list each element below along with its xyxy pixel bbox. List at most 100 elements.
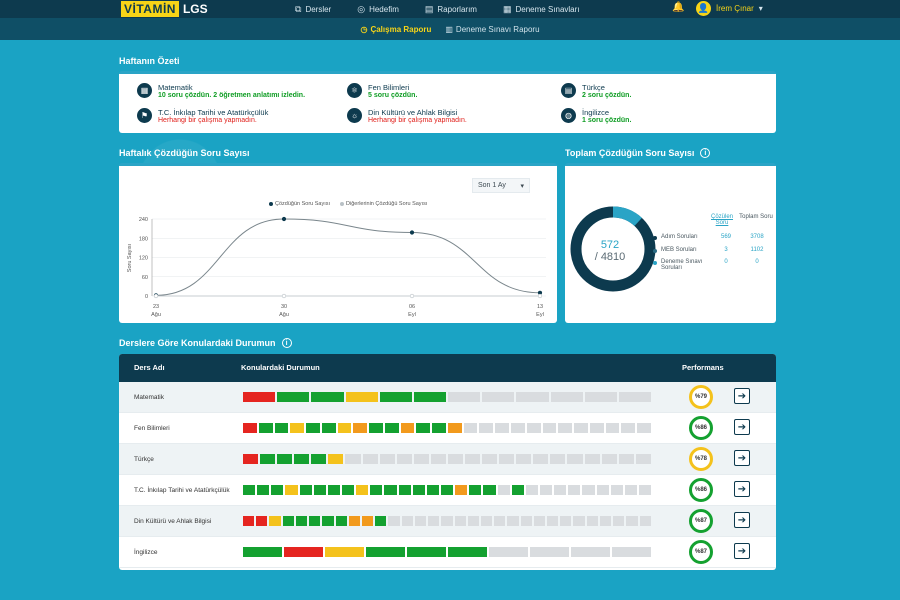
subject-status: 1 soru çözdün. — [582, 117, 632, 124]
arrow-right-icon[interactable]: ➔ — [734, 388, 750, 404]
total-row: Adım Soruları 569 3708 — [653, 234, 771, 240]
topic-segment — [511, 485, 524, 495]
logo[interactable]: VİTAMİN LGS — [120, 0, 208, 18]
topic-segment — [432, 423, 446, 433]
topic-segment — [325, 547, 364, 557]
topic-segment — [426, 485, 439, 495]
topic-segment — [243, 454, 259, 464]
report-icon: ▤ — [424, 3, 434, 14]
total-row: Deneme Sınavı Soruları 0 0 — [653, 259, 771, 271]
subject-icon: ⚑ — [137, 108, 152, 123]
topic-segment — [550, 392, 583, 402]
course-name: İngilizce — [134, 548, 158, 556]
data-point — [409, 293, 415, 299]
arrow-right-icon[interactable]: ➔ — [734, 419, 750, 435]
topic-segment — [282, 516, 294, 526]
logo-vitamin: VİTAMİN — [120, 0, 180, 18]
subject-name: T.C. İnkılap Tarihi ve Atatürkçülük — [158, 108, 269, 117]
table-row: Din Kültürü ve Ahlak Bilgisi %87 ➔ — [119, 506, 776, 537]
topic-segment — [441, 516, 453, 526]
range-dropdown[interactable]: Son 1 Ay ▾ — [472, 178, 530, 193]
col-topic-status: Konulardaki Durumun — [241, 363, 320, 372]
x-tick-label: 13 — [537, 304, 543, 310]
topic-status-bar — [243, 392, 652, 402]
nav-label: Deneme Sınavları — [515, 4, 580, 14]
tab-exam-report[interactable]: ▥ Deneme Sınavı Raporu — [445, 24, 540, 34]
topic-segment — [483, 485, 496, 495]
x-tick-label: Ağu — [151, 312, 161, 318]
arrow-right-icon[interactable]: ➔ — [734, 512, 750, 528]
col-performance: Performans — [682, 363, 724, 372]
topic-segment — [428, 516, 440, 526]
topic-segment — [412, 485, 425, 495]
summary-item: ⚛ Fen Bilimleri 5 soru çözdün. — [347, 83, 417, 99]
nav-report[interactable]: ▤ Raporlarım — [425, 4, 477, 15]
topic-segment — [447, 454, 464, 464]
nav-layers[interactable]: ⧉ Dersler — [295, 4, 331, 15]
topic-segment — [243, 547, 282, 557]
topic-segment — [396, 454, 412, 464]
table-row: T.C. İnkılap Tarihi ve Atatürkçülük %86 … — [119, 475, 776, 506]
nav-target[interactable]: ◎ Hedefim — [357, 4, 399, 15]
topic-segment — [401, 516, 413, 526]
subject-status: Herhangi bir çalışma yapmadın. — [158, 117, 257, 124]
col-course-name: Ders Adı — [134, 363, 165, 372]
topic-segment — [290, 423, 305, 433]
topic-segment — [369, 423, 383, 433]
topic-segment — [497, 485, 510, 495]
topic-segment — [311, 454, 327, 464]
row-solved: 0 — [724, 259, 728, 265]
topic-segment — [467, 516, 479, 526]
user-menu[interactable]: 👤 İrem Çınar ▾ — [696, 1, 763, 16]
topic-segment — [256, 516, 268, 526]
weekly-title: Haftalık Çözdüğün Soru Sayısı — [119, 148, 250, 158]
topic-segment — [284, 547, 323, 557]
performance-badge: %86 — [689, 416, 713, 440]
topic-status-bar — [243, 485, 652, 495]
topic-segment — [370, 485, 383, 495]
legend-dot — [653, 236, 657, 240]
topic-segment — [542, 423, 557, 433]
arrow-right-icon[interactable]: ➔ — [734, 450, 750, 466]
arrow-right-icon[interactable]: ➔ — [734, 481, 750, 497]
topic-segment — [494, 516, 506, 526]
topic-segment — [511, 423, 525, 433]
solved-count: 572 — [600, 239, 620, 251]
nav-label: Dersler — [305, 4, 332, 14]
clock-icon: ◷ — [360, 24, 368, 34]
topic-segment — [306, 423, 320, 433]
topic-segment — [480, 516, 493, 526]
topic-segment — [584, 454, 600, 464]
topic-segment — [568, 485, 581, 495]
topic-segment — [454, 516, 466, 526]
y-tick-label: 120 — [139, 256, 148, 262]
topic-segment — [277, 392, 310, 402]
subject-name: İngilizce — [582, 108, 610, 117]
info-icon[interactable]: i — [281, 338, 292, 348]
y-tick-label: 60 — [142, 275, 148, 281]
topic-segment — [463, 423, 478, 433]
topic-segment — [573, 516, 585, 526]
topic-segment — [479, 423, 494, 433]
topic-segment — [605, 423, 620, 433]
nav-exam[interactable]: ▦ Deneme Sınavları — [503, 4, 580, 15]
topic-segment — [311, 392, 344, 402]
topic-segment — [243, 392, 276, 402]
x-tick-label: Eyl — [536, 312, 544, 318]
target-icon: ◎ — [357, 3, 366, 14]
performance-badge: %87 — [689, 540, 713, 564]
topic-segment — [596, 485, 609, 495]
x-tick-label: 23 — [153, 304, 159, 310]
info-icon[interactable]: i — [700, 148, 711, 158]
row-total: 1102 — [750, 247, 764, 253]
topic-segment — [328, 454, 344, 464]
arrow-right-icon[interactable]: ➔ — [734, 543, 750, 559]
summary-item: ▤ Türkçe 2 soru çözdün. — [561, 83, 631, 99]
legend-item-others: Diğerlerinin Çözdüğü Soru Sayısı — [340, 201, 427, 207]
tab-study-report[interactable]: ◷ Çalışma Raporu — [360, 24, 432, 34]
topic-segment — [277, 454, 293, 464]
topic-segment — [414, 516, 427, 526]
summary-item: ◍ İngilizce 1 soru çözdün. — [561, 108, 631, 124]
bell-icon[interactable]: 🔔 — [672, 2, 685, 13]
topic-segment — [589, 423, 604, 433]
